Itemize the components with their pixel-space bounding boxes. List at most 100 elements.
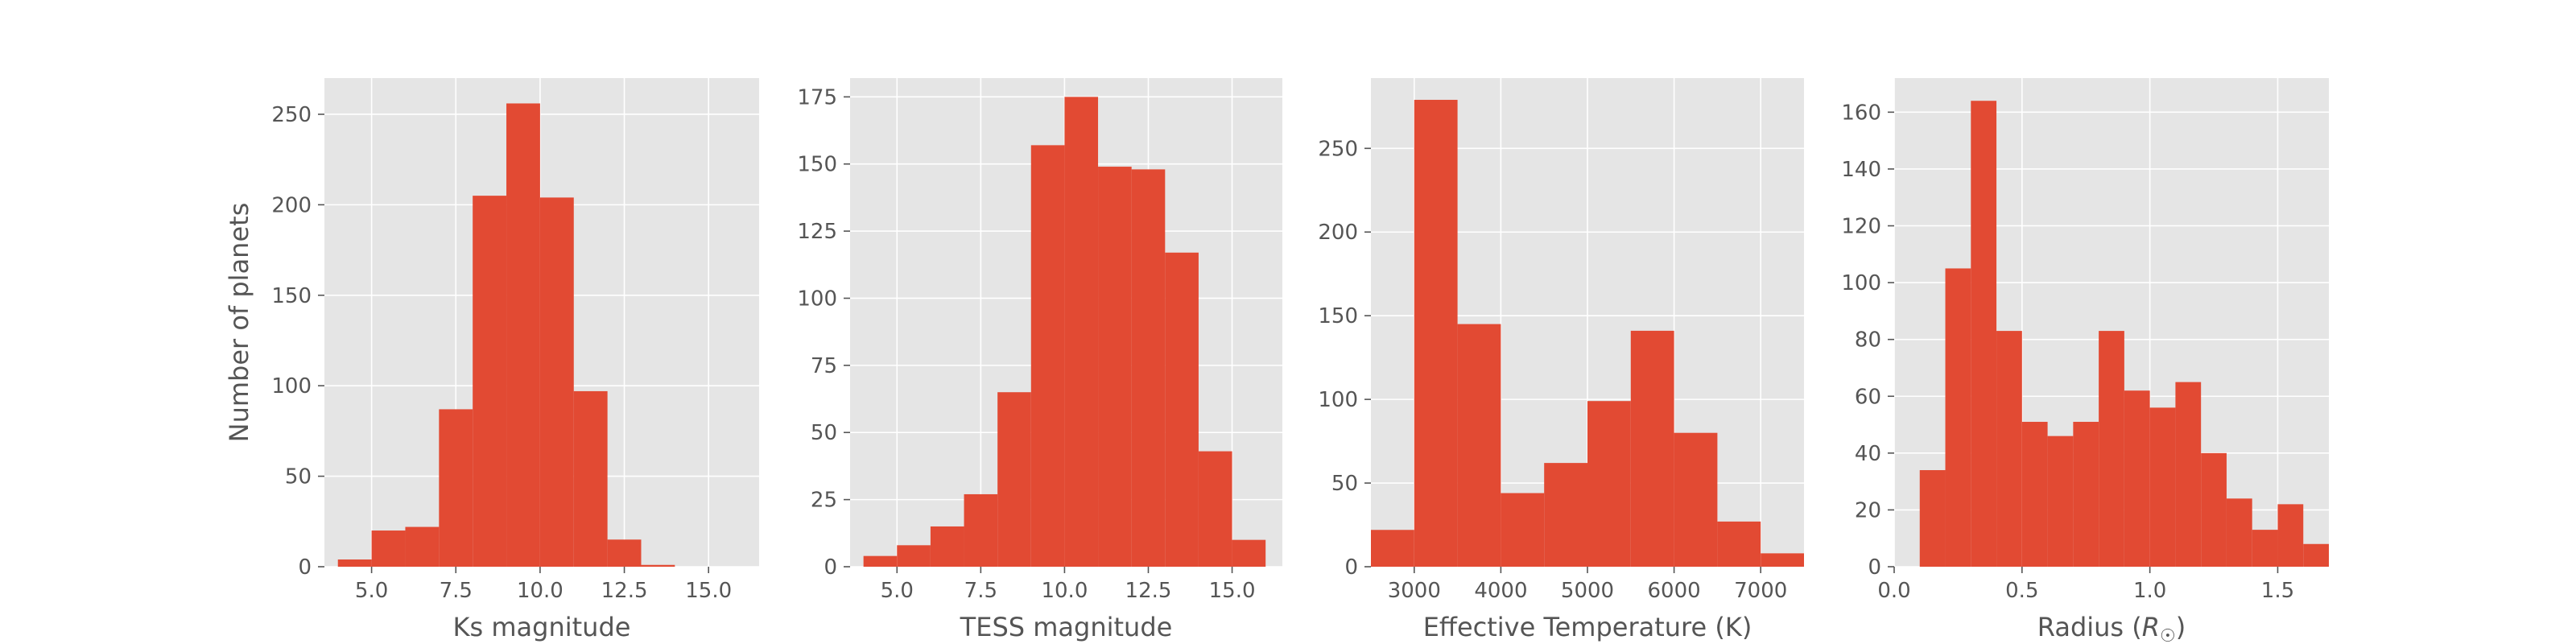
histogram-bar [1371,530,1414,567]
x-axis-label: Effective Temperature (K) [1423,612,1752,642]
x-axis-label: TESS magnitude [960,612,1173,642]
y-tick-label: 150 [271,284,312,308]
histogram-bar [1457,324,1501,567]
histogram-bar [2047,436,2074,567]
x-axis-label: Ks magnitude [453,612,631,642]
histogram-bar [1717,521,1761,567]
histogram-bar [2226,498,2252,567]
x-tick-label: 1.5 [2261,579,2294,603]
chart-panel-1: 5.0 7.5 10.0 12.5 15.0 0 50 100 150 200 250 Ks magn… [224,78,759,642]
y-tick-label: 100 [797,287,837,311]
histogram-bar [1198,451,1232,567]
x-axis-label: Radius (R☉) [2037,612,2186,644]
histogram-bar [997,392,1031,567]
histogram-bar [2124,390,2150,567]
y-tick-label: 250 [1318,137,1358,161]
chart-panel-3: 3000 4000 5000 6000 7000 0 50 100 150 200 250 Effec… [1318,78,1804,642]
y-tick-label: 125 [797,220,837,244]
histogram-bar [2073,422,2099,567]
histogram-bar [1587,401,1631,567]
y-tick-label: 150 [1318,304,1358,328]
y-tick-label: 75 [811,354,837,378]
x-tick-label: 5.0 [881,579,914,603]
y-tick-label: 0 [824,555,837,580]
histogram-bar [1761,553,1804,567]
chart-panel-4: 0.0 0.5 1.0 1.5 0 20 40 60 80 100 120 140 160 Radius … [1841,78,2329,644]
histogram-bar [1971,101,1997,568]
histogram-bar [1996,331,2022,567]
y-tick-label: 50 [811,421,837,445]
y-tick-label: 100 [271,374,312,398]
histogram-bar [1165,252,1199,567]
y-tick-label: 120 [1841,215,1881,239]
y-tick-label: 80 [1855,328,1881,353]
x-tick-label: 7000 [1734,579,1787,603]
y-tick-label: 60 [1855,385,1881,409]
histogram-bar [337,559,372,567]
y-tick-label: 140 [1841,158,1881,182]
histogram-bar [2252,530,2278,567]
histogram-bar [930,526,964,567]
histogram-bar [897,545,931,567]
histogram-bar [1030,145,1065,567]
histogram-bar [473,196,507,567]
histogram-bar [2149,407,2176,567]
y-tick-label: 0 [1344,555,1358,580]
histogram-bar [371,530,406,567]
histogram-bar [1630,330,1674,567]
histogram-bar [2303,543,2329,567]
y-tick-label: 150 [797,153,837,177]
x-tick-label: 10.0 [517,579,564,603]
histogram-bar [863,555,898,567]
x-tick-label: 4000 [1474,579,1527,603]
histogram-bar [439,409,473,567]
x-tick-label: 10.0 [1041,579,1088,603]
histogram-bar [1945,268,1971,567]
y-tick-label: 200 [271,193,312,217]
y-tick-label: 0 [298,555,312,580]
histogram-bar [964,493,998,567]
histogram-bar [506,103,540,568]
histogram-bar [1232,539,1266,567]
y-tick-label: 160 [1841,101,1881,125]
y-tick-label: 250 [271,103,312,127]
x-tick-label: 12.5 [1125,579,1172,603]
histogram-bar [2175,382,2202,567]
x-tick-label: 0.5 [2005,579,2038,603]
histogram-bar [607,539,642,567]
x-tick-label: 3000 [1388,579,1441,603]
histogram-bar [1501,493,1545,567]
histogram-bar [2099,331,2124,567]
x-tick-label: 1.0 [2133,579,2166,603]
y-axis-label: Number of planets [224,203,254,443]
x-tick-label: 6000 [1648,579,1701,603]
histogram-bar [1098,167,1132,568]
x-tick-label: 7.5 [440,579,473,603]
y-tick-label: 25 [811,489,837,513]
histogram-bar [1131,169,1166,567]
histogram-bar [1544,463,1587,567]
x-tick-label: 15.0 [685,579,732,603]
x-tick-label: 5.0 [355,579,388,603]
y-tick-label: 0 [1868,555,1881,580]
x-tick-label: 15.0 [1209,579,1256,603]
histogram-bar [1674,432,1718,567]
histogram-bar [2201,452,2227,567]
y-tick-label: 20 [1855,498,1881,522]
histogram-bar [2021,422,2048,567]
histogram-bar [405,526,440,567]
chart-panel-2: 5.0 7.5 10.0 12.5 15.0 0 25 50 75 100 125 150 175 TES… [797,78,1282,642]
histogram-bar [1414,100,1458,567]
y-tick-label: 100 [1318,388,1358,412]
histogram-bar [1919,470,1946,567]
x-tick-label: 12.5 [601,579,648,603]
y-tick-label: 100 [1841,271,1881,295]
x-tick-label: 0.0 [1877,579,1910,603]
x-tick-label: 5000 [1561,579,1614,603]
y-tick-label: 50 [285,465,312,489]
x-tick-label: 7.5 [964,579,997,603]
y-tick-label: 175 [797,85,837,109]
histogram-bar [573,390,608,567]
histogram-bar [539,197,574,567]
